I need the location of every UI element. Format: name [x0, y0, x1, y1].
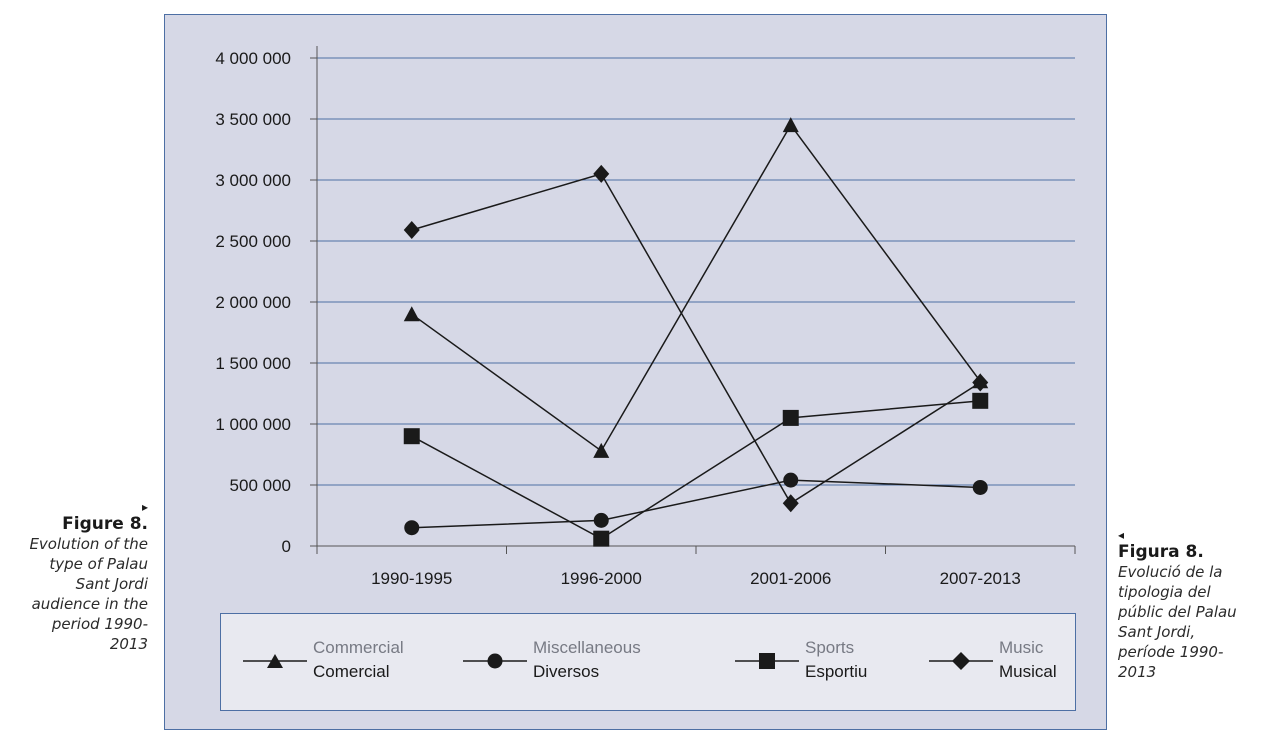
- circle-marker: [404, 520, 419, 535]
- legend-circle-marker-icon: [463, 650, 527, 672]
- legend-item-sports: Sports Esportiu: [735, 636, 915, 686]
- y-tick-label: 2 000 000: [215, 293, 291, 312]
- y-tick-label: 3 500 000: [215, 110, 291, 129]
- caption-arrow-icon: ▸: [0, 500, 148, 514]
- caption-arrow-icon: ◂: [1118, 528, 1264, 542]
- y-tick-label: 0: [282, 537, 291, 556]
- y-tick-label: 2 500 000: [215, 232, 291, 251]
- caption-figure-label: Figura 8.: [1118, 542, 1264, 562]
- circle-marker: [973, 480, 988, 495]
- y-tick-label: 500 000: [230, 476, 291, 495]
- legend-label-english: Commercial: [313, 636, 404, 660]
- caption-line: period 1990-: [0, 614, 148, 634]
- caption-english: ▸ Figure 8. Evolution of the type of Pal…: [0, 500, 148, 654]
- legend-label-catalan: Diversos: [533, 660, 641, 684]
- legend-item-music: Music Musical: [929, 636, 1069, 686]
- caption-line: Sant Jordi: [0, 574, 148, 594]
- chart-legend: Commercial Comercial Miscellaneous Diver…: [220, 613, 1076, 711]
- caption-line: 2013: [0, 634, 148, 654]
- series-commercial: [404, 117, 989, 458]
- caption-line: 2013: [1118, 662, 1264, 682]
- diamond-marker: [783, 494, 799, 512]
- circle-marker: [783, 473, 798, 488]
- legend-diamond-marker-icon: [929, 650, 993, 672]
- legend-square-marker-icon: [735, 650, 799, 672]
- legend-item-commercial: Commercial Comercial: [243, 636, 443, 686]
- x-tick-label: 2007-2013: [940, 569, 1021, 588]
- triangle-marker: [404, 306, 420, 321]
- caption-catalan: ◂ Figura 8. Evolució de la tipologia del…: [1118, 528, 1264, 682]
- legend-label-english: Miscellaneous: [533, 636, 641, 660]
- series-sports: [404, 393, 989, 547]
- series-line: [412, 480, 981, 528]
- x-tick-label: 2001-2006: [750, 569, 831, 588]
- caption-line: públic del Palau: [1118, 602, 1264, 622]
- series-music: [404, 165, 989, 512]
- series-line: [412, 174, 981, 503]
- caption-figure-label: Figure 8.: [0, 514, 148, 534]
- square-marker: [972, 393, 988, 409]
- x-tick-label: 1990-1995: [371, 569, 452, 588]
- caption-line: type of Palau: [0, 554, 148, 574]
- square-marker: [593, 531, 609, 547]
- legend-label-catalan: Comercial: [313, 660, 404, 684]
- line-chart: 0 500 000 1 000 000 1 500 000 2 000 000 2 500…: [165, 15, 1106, 605]
- caption-line: tipologia del: [1118, 582, 1264, 602]
- series-miscellaneous: [404, 473, 988, 536]
- square-marker: [404, 428, 420, 444]
- caption-line: Evolution of the: [0, 534, 148, 554]
- chart-panel: 0 500 000 1 000 000 1 500 000 2 000 000 2 500…: [164, 14, 1107, 730]
- triangle-marker: [593, 443, 609, 458]
- caption-line: Sant Jordi,: [1118, 622, 1264, 642]
- square-marker: [783, 410, 799, 426]
- circle-marker: [594, 513, 609, 528]
- caption-line: període 1990-: [1118, 642, 1264, 662]
- series-line: [412, 125, 981, 451]
- y-tick-label: 1 000 000: [215, 415, 291, 434]
- caption-line: audience in the: [0, 594, 148, 614]
- legend-item-miscellaneous: Miscellaneous Diversos: [463, 636, 703, 686]
- legend-label-english: Music: [999, 636, 1057, 660]
- y-tick-label: 4 000 000: [215, 49, 291, 68]
- legend-label-catalan: Musical: [999, 660, 1057, 684]
- legend-label-english: Sports: [805, 636, 867, 660]
- y-tick-label: 3 000 000: [215, 171, 291, 190]
- diamond-marker: [972, 374, 988, 392]
- x-tick-label: 1996-2000: [561, 569, 642, 588]
- diamond-marker: [404, 221, 420, 239]
- series-line: [412, 401, 981, 539]
- y-tick-label: 1 500 000: [215, 354, 291, 373]
- legend-label-catalan: Esportiu: [805, 660, 867, 684]
- legend-triangle-marker-icon: [243, 650, 307, 672]
- caption-line: Evolució de la: [1118, 562, 1264, 582]
